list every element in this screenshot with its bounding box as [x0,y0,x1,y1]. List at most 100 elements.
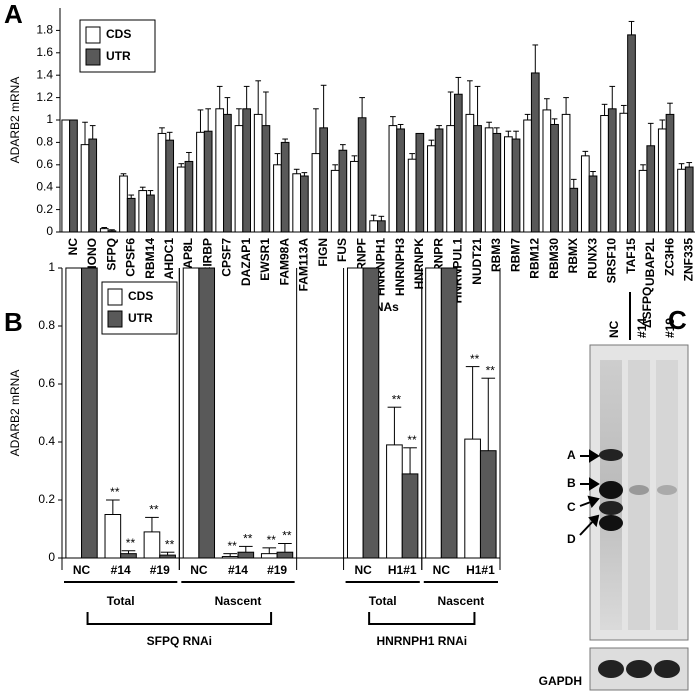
y-tick-label: 0.4 [36,179,53,193]
band [654,660,680,678]
panel-label: C [668,305,687,335]
legend-label: UTR [128,311,153,325]
x-tick-label: AHDC1 [162,238,176,280]
x-tick-label: FAM113A [297,238,311,292]
significance: ** [267,533,277,547]
bar [176,166,186,233]
bar [81,267,98,559]
bar [511,138,521,233]
y-tick-label: 0.2 [38,492,55,506]
group-label: Total [107,594,135,608]
group-label: Nascent [215,594,262,608]
bar [61,119,71,233]
x-tick-label: RBM12 [528,238,542,279]
x-tick-label: ZC3H6 [662,238,676,276]
bar [677,168,686,233]
bar [165,139,175,233]
bar [464,438,481,559]
band [629,485,649,495]
bar [261,125,271,233]
bar [657,128,667,233]
bar [473,125,482,233]
bar [80,144,90,233]
legend-swatch [107,310,123,328]
x-tick-label: RBM30 [547,238,561,279]
y-axis-label: ADARB2 mRNA [8,77,22,164]
bar [665,113,675,233]
bar [319,127,328,233]
lane-label: #14 [635,318,649,338]
bar [638,169,648,233]
bar [619,112,629,233]
x-tick-label: HNRNPH3 [393,238,407,296]
bar [215,108,225,233]
lane-label: #19 [663,318,677,338]
bar [146,194,155,233]
bar [203,130,213,233]
x-tick-label: ZNF335 [682,238,696,282]
x-tick-label: SFPQ [104,238,118,271]
bar [184,160,194,233]
control-label: GAPDH [539,674,582,688]
treatment-label: ΔSFPQ [640,287,654,328]
x-tick-label: #19 [150,563,170,577]
y-tick-label: 1.2 [36,90,53,104]
bar [273,164,282,233]
band [599,515,623,531]
bar [182,267,200,559]
significance: ** [407,433,417,447]
bar [104,514,122,559]
y-tick-label: 0.8 [38,318,55,332]
x-tick-label: FUS [335,238,349,262]
bar [260,553,278,559]
x-tick-label: EWSR1 [258,238,272,281]
x-tick-label: FAM98A [277,238,291,286]
band [657,485,677,495]
x-tick-label: UBAP2L [643,238,657,286]
bracket [368,612,476,625]
legend-swatch [85,48,101,66]
significance: ** [126,536,136,550]
bar [221,556,239,559]
significance: ** [392,392,402,406]
bar [69,119,78,233]
bar [311,153,321,233]
y-tick-label: 0 [46,224,53,238]
bar [523,119,532,233]
bar [388,125,398,233]
y-tick-label: 0.4 [38,434,55,448]
bar [99,228,109,233]
bar [407,158,417,233]
y-tick-label: 0.2 [36,202,53,216]
x-tick-label: H1#1 [466,563,495,577]
bar [569,187,579,233]
x-tick-label: RUNX3 [585,238,599,279]
bar [427,145,436,233]
bar [550,123,559,233]
bracket [86,612,273,625]
band [599,481,623,499]
bar [580,155,590,233]
bar [434,128,444,233]
x-tick-label: NONO [85,238,99,274]
bar [120,553,137,559]
bar [425,267,442,559]
y-tick-label: 0 [48,550,55,564]
x-tick-label: HNRNPK [412,238,426,290]
bar [350,160,359,233]
significance: ** [243,532,253,546]
band [598,660,624,678]
legend-label: CDS [128,289,153,303]
bar [276,551,294,559]
bar [346,267,364,559]
bar [143,531,161,559]
y-tick-label: 1 [46,112,53,126]
x-tick-label: #14 [228,563,248,577]
bar [330,169,340,233]
bar [492,132,502,233]
bar [600,115,609,233]
bar [234,125,244,233]
bar [138,190,148,233]
group-label: Nascent [438,594,485,608]
x-tick-label: NC [190,563,208,577]
